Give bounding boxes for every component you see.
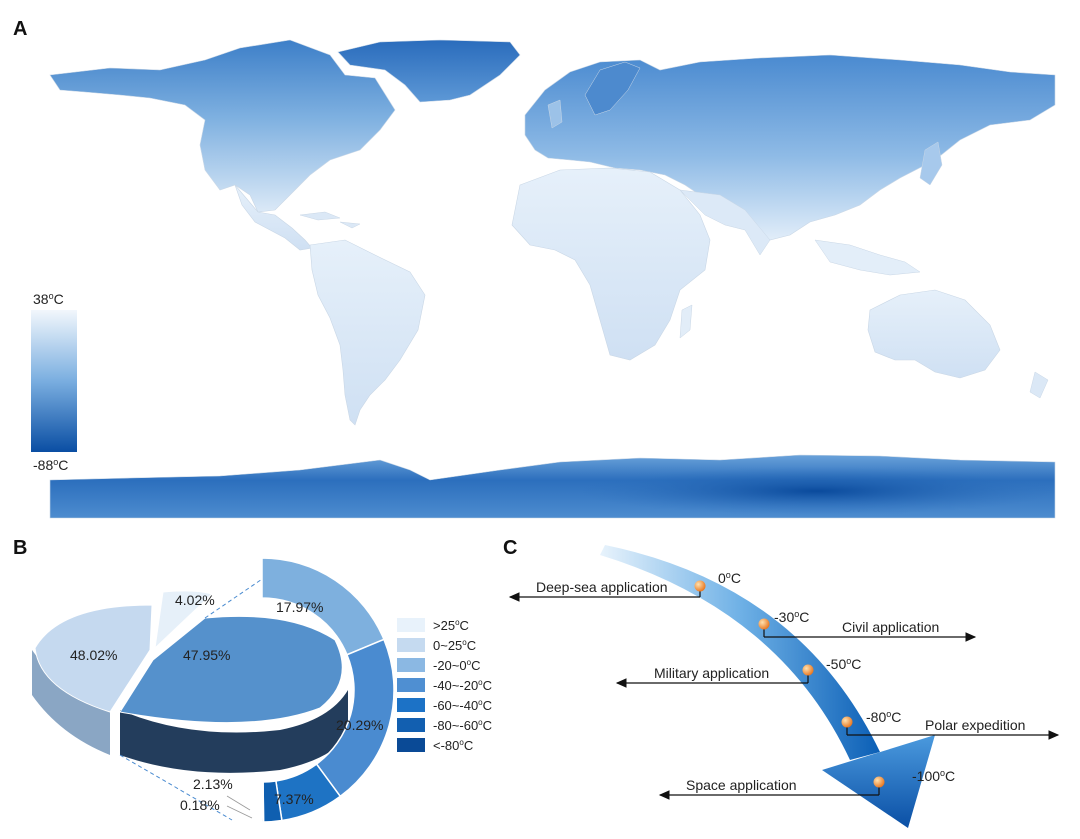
ring-label-0-18: 0.18% [180, 797, 220, 813]
ring-segment-4 [261, 781, 265, 823]
leader-2-13 [226, 795, 251, 811]
temp-label-0: 0oC [718, 570, 741, 586]
north-america [49, 39, 396, 213]
pie-label-47-95: 47.95% [183, 647, 230, 663]
colorbar-max-label: 38oC [33, 291, 64, 307]
ring-label-7-37: 7.37% [274, 791, 314, 807]
legend-label-6: <-80oC [433, 738, 473, 753]
south-america [309, 239, 426, 426]
panel-label-a: A [13, 18, 28, 40]
point-minus-30c [758, 618, 770, 630]
legend-swatch-1 [397, 638, 425, 652]
new-zealand [1029, 371, 1049, 399]
legend-swatch-4 [397, 698, 425, 712]
legend-label-0: >25oC [433, 618, 469, 633]
panel-label-c: C [503, 537, 518, 559]
temp-label-80: -80oC [866, 709, 901, 725]
leader-0-18 [226, 805, 253, 819]
caribbean [299, 211, 361, 229]
point-minus-50c [802, 664, 814, 676]
madagascar [679, 304, 693, 339]
ring-label-17-97: 17.97% [276, 599, 323, 615]
connector-top [204, 574, 269, 619]
eurasia [524, 54, 1056, 241]
colorbar-min-label: -88oC [33, 457, 68, 473]
legend-label-5: -80~-60oC [433, 718, 492, 733]
southeast-asia [814, 239, 921, 276]
ring-label-20-29: 20.29% [336, 717, 383, 733]
connector-bottom [119, 754, 233, 821]
temp-label-100: -100oC [912, 768, 955, 784]
ring-label-2-13: 2.13% [193, 776, 233, 792]
legend-label-4: -60~-40oC [433, 698, 492, 713]
point-0c [694, 580, 706, 592]
legend-label-3: -40~-20oC [433, 678, 492, 693]
app-label-deep-sea: Deep-sea application [536, 579, 668, 595]
pie-slice-4-02 [154, 590, 213, 650]
british-isles [547, 99, 563, 129]
point-minus-100c [873, 776, 885, 788]
japan [919, 141, 943, 186]
greenland [337, 39, 521, 103]
pie-label-48-02: 48.02% [70, 647, 117, 663]
app-label-space: Space application [686, 777, 797, 793]
africa [511, 167, 711, 361]
pie-label-4-02: 4.02% [175, 592, 215, 608]
app-label-military: Military application [654, 665, 769, 681]
colorbar [31, 310, 77, 452]
antarctica-cold-core [460, 458, 1055, 518]
point-minus-80c [841, 716, 853, 728]
pie-slice-48-02 [34, 604, 153, 713]
panel-label-b: B [13, 537, 28, 559]
legend-swatch-0 [397, 618, 425, 632]
legend-swatch-5 [397, 718, 425, 732]
temp-label-30: -30oC [774, 609, 809, 625]
legend-swatch-3 [397, 678, 425, 692]
pie-side-front [120, 690, 348, 773]
scandinavia [584, 61, 641, 116]
pie-slice-47-95 [119, 615, 343, 724]
ring-chart [261, 557, 395, 823]
south-asia [679, 189, 771, 256]
legend-swatch-2 [397, 658, 425, 672]
temperature-arrow-body [600, 545, 880, 760]
central-america [234, 184, 313, 251]
app-label-civil: Civil application [842, 619, 939, 635]
app-label-polar: Polar expedition [925, 717, 1025, 733]
legend-swatch-6 [397, 738, 425, 752]
temp-label-50: -50oC [826, 656, 861, 672]
australia [867, 289, 1001, 379]
